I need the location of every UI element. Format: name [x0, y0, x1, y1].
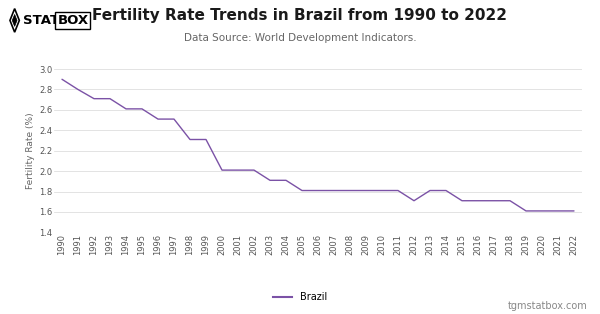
Text: tgmstatbox.com: tgmstatbox.com [508, 301, 588, 311]
Y-axis label: Fertility Rate (%): Fertility Rate (%) [26, 112, 35, 189]
Text: Data Source: World Development Indicators.: Data Source: World Development Indicator… [184, 33, 416, 43]
Polygon shape [10, 8, 19, 32]
Polygon shape [12, 14, 17, 26]
Text: Fertility Rate Trends in Brazil from 1990 to 2022: Fertility Rate Trends in Brazil from 199… [92, 8, 508, 23]
Legend: Brazil: Brazil [269, 288, 331, 306]
Text: STAT: STAT [23, 14, 59, 27]
Text: BOX: BOX [58, 14, 88, 27]
